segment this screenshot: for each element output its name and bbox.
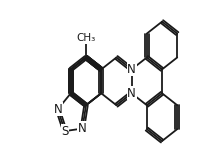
Text: N: N: [53, 103, 62, 116]
Text: N: N: [127, 63, 136, 76]
Text: N: N: [78, 122, 87, 135]
Text: S: S: [61, 125, 69, 137]
Text: N: N: [127, 87, 136, 100]
Text: CH₃: CH₃: [76, 33, 96, 43]
